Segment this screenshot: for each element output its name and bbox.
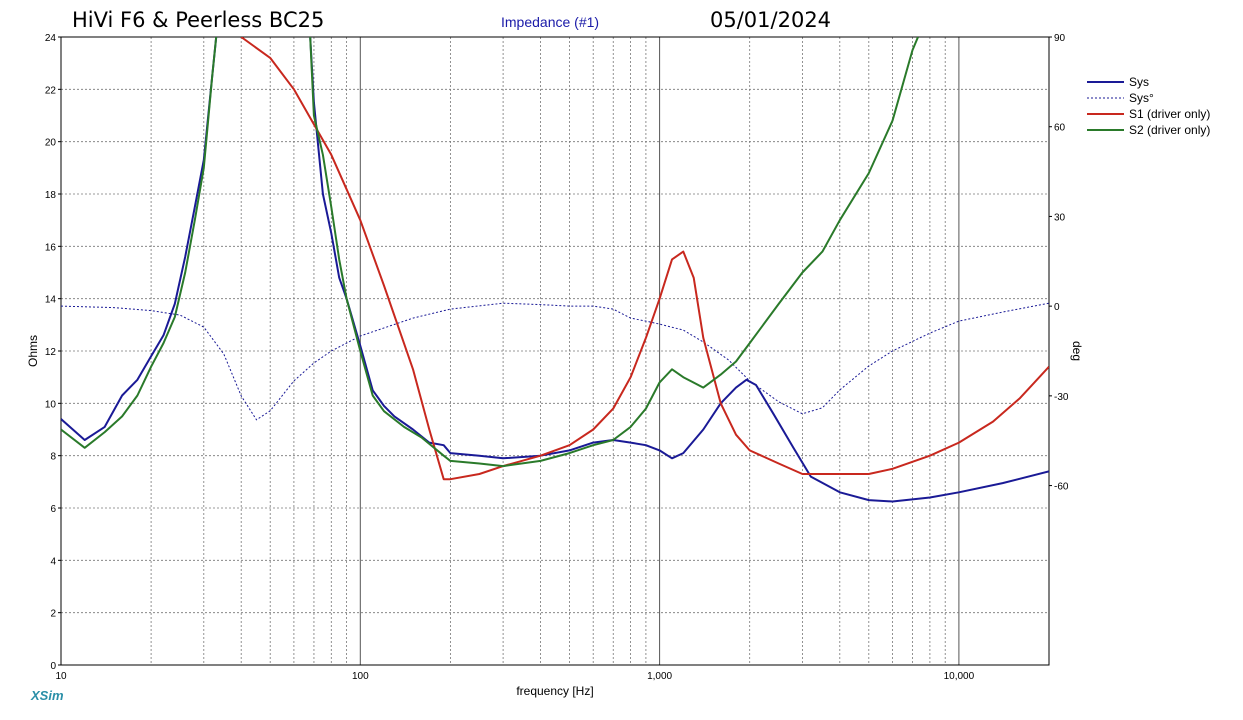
y-tick-label: 18 xyxy=(45,190,57,201)
y2-tick-label: 0 xyxy=(1054,302,1060,313)
legend-label: Sys xyxy=(1129,75,1149,89)
x-tick-label: 1,000 xyxy=(647,671,672,682)
y2-tick-label: 30 xyxy=(1054,212,1066,223)
y-tick-label: 16 xyxy=(45,242,57,253)
legend-label: S2 (driver only) xyxy=(1129,123,1210,137)
y-tick-label: 14 xyxy=(45,295,57,306)
series-s1-driver-only-line xyxy=(240,37,1049,481)
series-s2-driver-only-line xyxy=(61,37,218,449)
y-tick-label: 20 xyxy=(45,138,57,149)
x-tick-label: 10,000 xyxy=(944,671,975,682)
series-layer xyxy=(61,37,1049,503)
y-tick-label: 8 xyxy=(50,452,56,463)
y2-tick-label: 90 xyxy=(1054,33,1066,44)
y-tick-label: 10 xyxy=(45,399,57,410)
xsim-brand: XSim xyxy=(31,688,64,703)
y2-tick-label: -60 xyxy=(1054,482,1069,493)
y-tick-label: 0 xyxy=(50,661,56,672)
legend-label: S1 (driver only) xyxy=(1129,107,1210,121)
y-tick-label: 22 xyxy=(45,85,57,96)
y2-tick-label: 60 xyxy=(1054,123,1066,134)
y-tick-label: 12 xyxy=(45,347,57,358)
y2-tick-label: -30 xyxy=(1054,392,1069,403)
legend-label: Sys° xyxy=(1129,91,1154,105)
y-axis-label: Ohms xyxy=(26,335,40,367)
y-tick-label: 24 xyxy=(45,33,57,44)
x-tick-label: 10 xyxy=(55,671,67,682)
series-sys-line xyxy=(61,37,218,441)
y-tick-label: 4 xyxy=(50,556,56,567)
chart-title: HiVi F6 & Peerless BC25 xyxy=(72,8,325,32)
y2-axis-label: deg xyxy=(1070,341,1084,361)
series-s2-driver-only-line xyxy=(309,37,919,468)
grid-layer xyxy=(61,37,1049,665)
x-tick-label: 100 xyxy=(352,671,369,682)
series-sys-line xyxy=(309,37,1049,503)
y-tick-label: 2 xyxy=(50,609,56,620)
chart-date: 05/01/2024 xyxy=(710,8,832,32)
y-tick-label: 6 xyxy=(50,504,56,515)
legend: Sys Sys° S1 (driver only) S2 (driver only) xyxy=(1087,75,1210,137)
x-axis-label: frequency [Hz] xyxy=(516,684,593,698)
chart-subtitle: Impedance (#1) xyxy=(501,14,600,30)
series-sys-line xyxy=(61,302,1049,421)
